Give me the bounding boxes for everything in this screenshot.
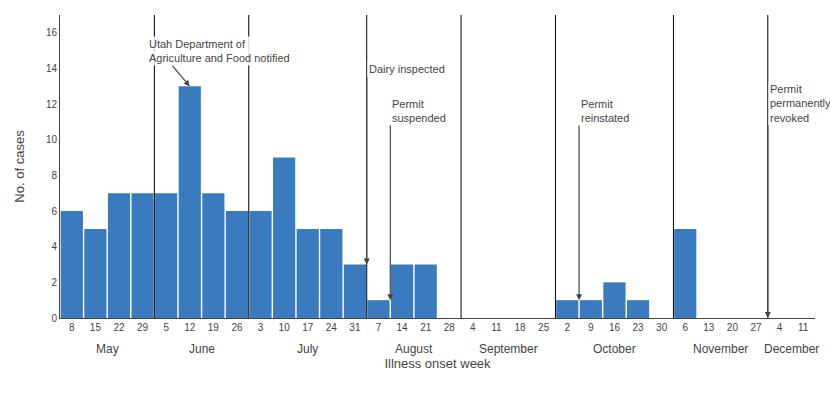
svg-text:9: 9: [588, 322, 594, 333]
svg-text:Utah Department ofAgriculture: Utah Department ofAgriculture and Food n…: [149, 38, 290, 64]
svg-text:4: 4: [470, 322, 476, 333]
svg-text:No. of cases: No. of cases: [12, 130, 27, 203]
svg-text:10: 10: [279, 322, 291, 333]
svg-text:26: 26: [231, 322, 243, 333]
svg-text:Dairy inspected: Dairy inspected: [369, 63, 445, 75]
svg-text:14: 14: [46, 63, 58, 74]
svg-text:Illness onset week: Illness onset week: [384, 356, 491, 371]
svg-text:Permitpermanentlyrevoked: Permitpermanentlyrevoked: [770, 83, 830, 124]
svg-text:3: 3: [258, 322, 264, 333]
svg-text:22: 22: [113, 322, 125, 333]
svg-text:19: 19: [208, 322, 220, 333]
svg-text:2: 2: [51, 277, 57, 288]
svg-text:4: 4: [777, 322, 783, 333]
svg-text:12: 12: [46, 99, 58, 110]
svg-text:24: 24: [326, 322, 338, 333]
svg-text:2: 2: [564, 322, 570, 333]
svg-text:21: 21: [420, 322, 432, 333]
svg-text:29: 29: [137, 322, 149, 333]
svg-text:14: 14: [397, 322, 409, 333]
svg-text:16: 16: [46, 27, 58, 38]
svg-text:16: 16: [609, 322, 621, 333]
svg-text:31: 31: [349, 322, 361, 333]
svg-text:25: 25: [538, 322, 550, 333]
svg-text:7: 7: [376, 322, 382, 333]
svg-text:Permitsuspended: Permitsuspended: [392, 98, 446, 124]
svg-text:15: 15: [90, 322, 102, 333]
svg-text:13: 13: [703, 322, 715, 333]
svg-text:5: 5: [163, 322, 169, 333]
svg-text:6: 6: [682, 322, 688, 333]
svg-text:Permitreinstated: Permitreinstated: [581, 98, 629, 124]
svg-text:10: 10: [46, 134, 58, 145]
svg-text:23: 23: [632, 322, 644, 333]
svg-text:August: August: [395, 342, 433, 356]
svg-text:0: 0: [51, 313, 57, 324]
svg-text:December: December: [764, 342, 819, 356]
svg-text:July: July: [297, 342, 318, 356]
svg-text:27: 27: [750, 322, 762, 333]
svg-text:30: 30: [656, 322, 668, 333]
svg-text:8: 8: [69, 322, 75, 333]
svg-text:11: 11: [491, 322, 502, 333]
svg-text:September: September: [479, 342, 538, 356]
svg-text:November: November: [693, 342, 748, 356]
svg-text:20: 20: [727, 322, 739, 333]
svg-text:May: May: [96, 342, 119, 356]
svg-text:8: 8: [51, 170, 57, 181]
svg-text:4: 4: [51, 241, 57, 252]
svg-text:28: 28: [444, 322, 456, 333]
svg-text:11: 11: [798, 322, 809, 333]
svg-text:18: 18: [515, 322, 527, 333]
svg-text:6: 6: [51, 206, 57, 217]
svg-text:June: June: [189, 342, 215, 356]
svg-text:October: October: [593, 342, 636, 356]
svg-text:17: 17: [302, 322, 314, 333]
svg-text:12: 12: [184, 322, 196, 333]
